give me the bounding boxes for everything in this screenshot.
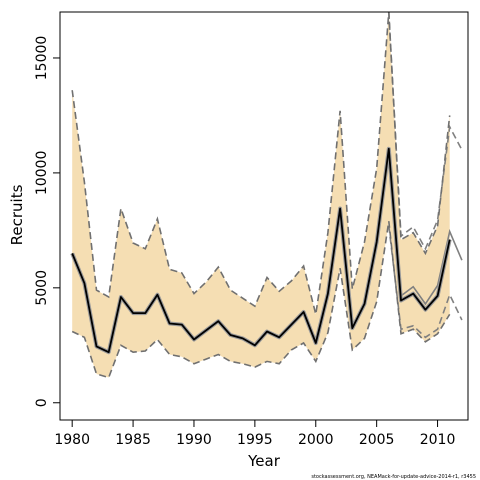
x-tick-label: 1985 [115,432,151,448]
series-group [70,12,463,379]
plot-frame [59,11,469,421]
x-tick-label: 1990 [176,432,212,448]
y-tick-label: 15000 [34,36,50,81]
plot-area: 1980 1985 1990 1995 2000 2005 2010 0 5000 10000 15… [34,11,469,448]
chart-footnote: stockassessment.org, NEAMack-for-update-… [311,474,476,480]
x-tick-label: 1980 [54,432,90,448]
y-axis-title: Recruits [8,184,26,245]
x-tick-label: 1995 [237,432,273,448]
x-axis-title: Year [247,452,281,470]
previous-lower-bound-line [388,225,463,339]
x-tick-label: 2005 [359,432,395,448]
x-tick-label: 2010 [420,432,456,448]
x-tick-label: 2000 [298,432,334,448]
lower-bound-line [71,221,451,379]
estimate-line [71,147,451,354]
y-tick-label: 0 [34,398,50,407]
confidence-band [72,12,450,378]
y-tick-label: 5000 [34,270,50,306]
upper-bound-line [71,12,451,315]
y-tick-label: 10000 [34,151,50,196]
